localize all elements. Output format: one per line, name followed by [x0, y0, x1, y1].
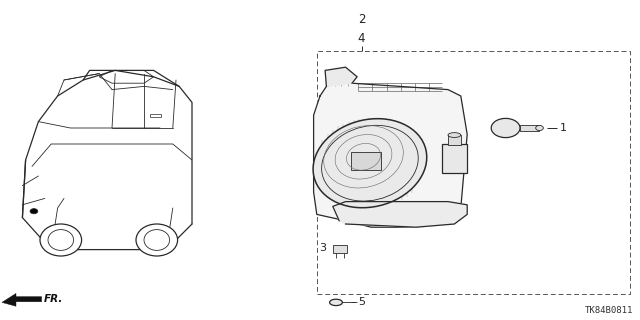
- Text: TK84B0811: TK84B0811: [585, 306, 634, 315]
- Polygon shape: [314, 80, 467, 227]
- Text: FR.: FR.: [44, 294, 63, 304]
- Ellipse shape: [448, 132, 461, 138]
- Text: 3: 3: [319, 243, 326, 253]
- Ellipse shape: [30, 209, 38, 214]
- Bar: [351, 152, 381, 170]
- Bar: [333, 245, 347, 253]
- Bar: [150, 114, 161, 117]
- Ellipse shape: [330, 299, 342, 306]
- Text: 2: 2: [358, 13, 365, 26]
- Bar: [520, 125, 539, 131]
- Ellipse shape: [40, 224, 82, 256]
- Text: 1: 1: [560, 123, 567, 133]
- Ellipse shape: [492, 118, 520, 138]
- Bar: [448, 135, 461, 145]
- Polygon shape: [2, 293, 42, 306]
- Bar: [317, 51, 630, 294]
- Polygon shape: [325, 67, 357, 86]
- Text: 4: 4: [358, 32, 365, 45]
- Ellipse shape: [536, 125, 543, 131]
- Ellipse shape: [136, 224, 178, 256]
- Polygon shape: [333, 202, 467, 227]
- Ellipse shape: [313, 119, 427, 208]
- Text: 5: 5: [358, 297, 365, 308]
- Bar: [442, 144, 467, 173]
